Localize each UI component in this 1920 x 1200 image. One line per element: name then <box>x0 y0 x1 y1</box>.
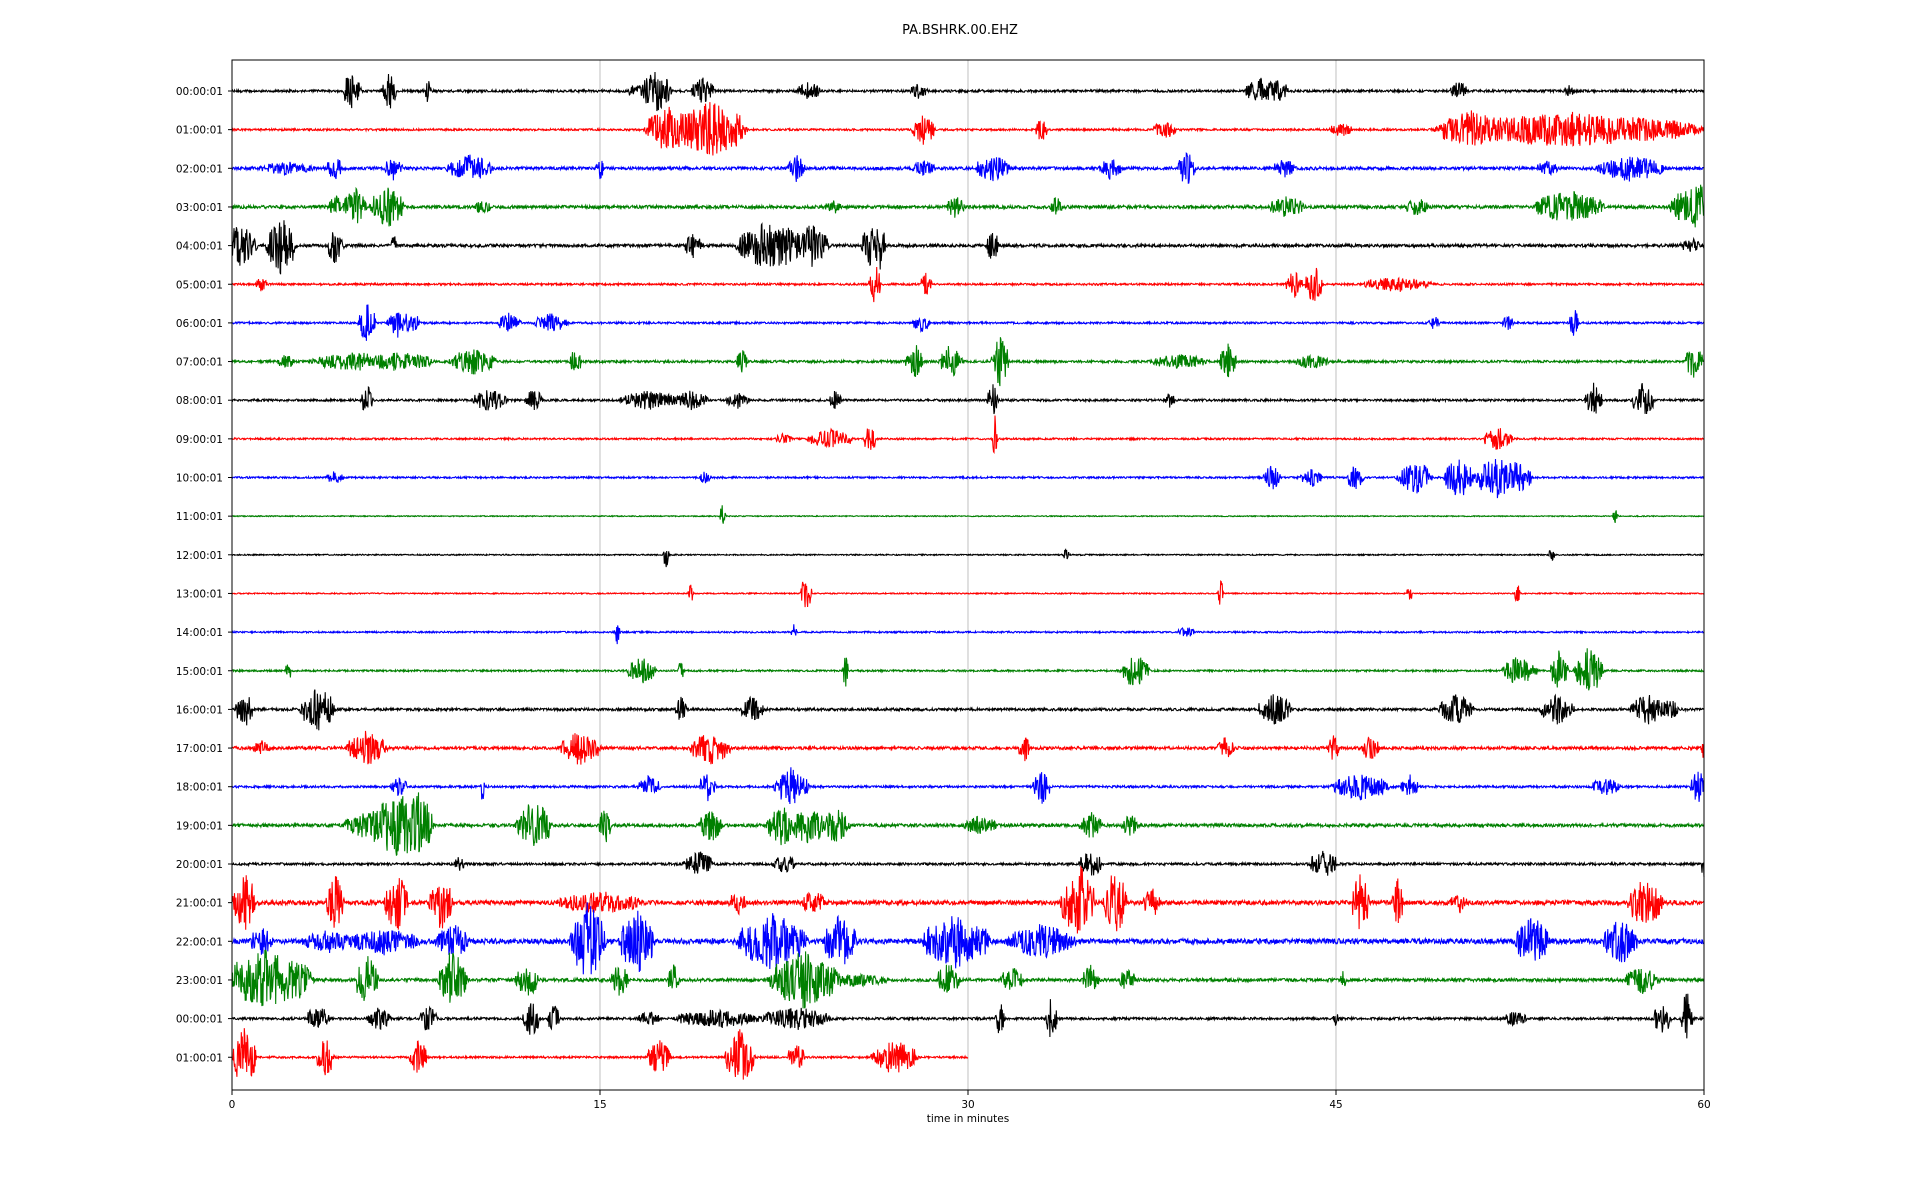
trace-row-22 <box>231 902 1705 975</box>
trace-row-1 <box>231 102 1705 156</box>
row-label-16: 16:00:01 <box>176 704 223 716</box>
trace-row-20 <box>231 850 1705 878</box>
trace-row-7 <box>231 337 1705 387</box>
plot-frame <box>231 59 1705 1091</box>
trace-row-16 <box>231 689 1705 731</box>
row-label-24: 00:00:01 <box>176 1014 223 1026</box>
x-tick-label-30: 30 <box>961 1099 974 1111</box>
trace-row-17 <box>231 730 1705 765</box>
trace-row-8 <box>231 382 1705 415</box>
row-label-22: 22:00:01 <box>176 936 223 948</box>
trace-row-2 <box>231 152 1705 184</box>
trace-row-3 <box>231 184 1705 228</box>
row-label-13: 13:00:01 <box>176 588 223 600</box>
trace-row-14 <box>231 624 1705 645</box>
row-label-20: 20:00:01 <box>176 859 223 871</box>
row-label-18: 18:00:01 <box>176 782 223 794</box>
row-label-3: 03:00:01 <box>176 202 223 214</box>
row-label-12: 12:00:01 <box>176 550 223 562</box>
trace-row-0 <box>231 71 1705 112</box>
chart-title: PA.BSHRK.00.EHZ <box>902 23 1018 38</box>
row-label-9: 09:00:01 <box>176 434 223 446</box>
trace-row-19 <box>231 792 1705 857</box>
trace-row-5 <box>231 266 1705 303</box>
trace-row-4 <box>231 220 1705 275</box>
row-label-11: 11:00:01 <box>176 511 223 523</box>
trace-row-12 <box>231 548 1705 568</box>
trace-rows <box>231 71 1705 1080</box>
trace-row-24 <box>231 993 1705 1039</box>
x-axis-label: time in minutes <box>927 1113 1009 1125</box>
row-label-7: 07:00:01 <box>176 357 223 369</box>
row-label-1: 01:00:01 <box>176 125 223 137</box>
row-label-17: 17:00:01 <box>176 743 223 755</box>
row-label-0: 00:00:01 <box>176 86 223 98</box>
row-label-25: 01:00:01 <box>176 1052 223 1064</box>
trace-row-18 <box>231 767 1705 805</box>
trace-row-21 <box>231 865 1705 934</box>
row-label-21: 21:00:01 <box>176 898 223 910</box>
row-label-6: 06:00:01 <box>176 318 223 330</box>
trace-row-9 <box>231 415 1705 455</box>
row-label-15: 15:00:01 <box>176 666 223 678</box>
row-label-23: 23:00:01 <box>176 975 223 987</box>
x-tick-label-45: 45 <box>1329 1099 1342 1111</box>
row-label-5: 05:00:01 <box>176 279 223 291</box>
row-label-14: 14:00:01 <box>176 627 223 639</box>
x-tick-label-60: 60 <box>1697 1099 1710 1111</box>
trace-row-15 <box>231 648 1705 691</box>
trace-row-6 <box>231 304 1705 341</box>
x-tick-label-15: 15 <box>593 1099 606 1111</box>
row-label-19: 19:00:01 <box>176 820 223 832</box>
row-label-10: 10:00:01 <box>176 473 223 485</box>
x-tick-label-0: 0 <box>229 1099 236 1111</box>
trace-row-13 <box>231 580 1705 608</box>
row-label-2: 02:00:01 <box>176 163 223 175</box>
row-label-8: 08:00:01 <box>176 395 223 407</box>
trace-row-11 <box>231 505 1705 524</box>
x-axis-ticks: 0 15 30 45 60 <box>229 1090 1711 1111</box>
row-time-labels: 00:00:01 01:00:01 02:00:01 03:00:01 04:00:01… <box>176 86 232 1064</box>
trace-row-23 <box>231 949 1705 1009</box>
trace-row-25 <box>231 1028 969 1080</box>
trace-row-10 <box>231 458 1705 499</box>
grid-lines <box>599 60 1337 1090</box>
row-label-4: 04:00:01 <box>176 241 223 253</box>
